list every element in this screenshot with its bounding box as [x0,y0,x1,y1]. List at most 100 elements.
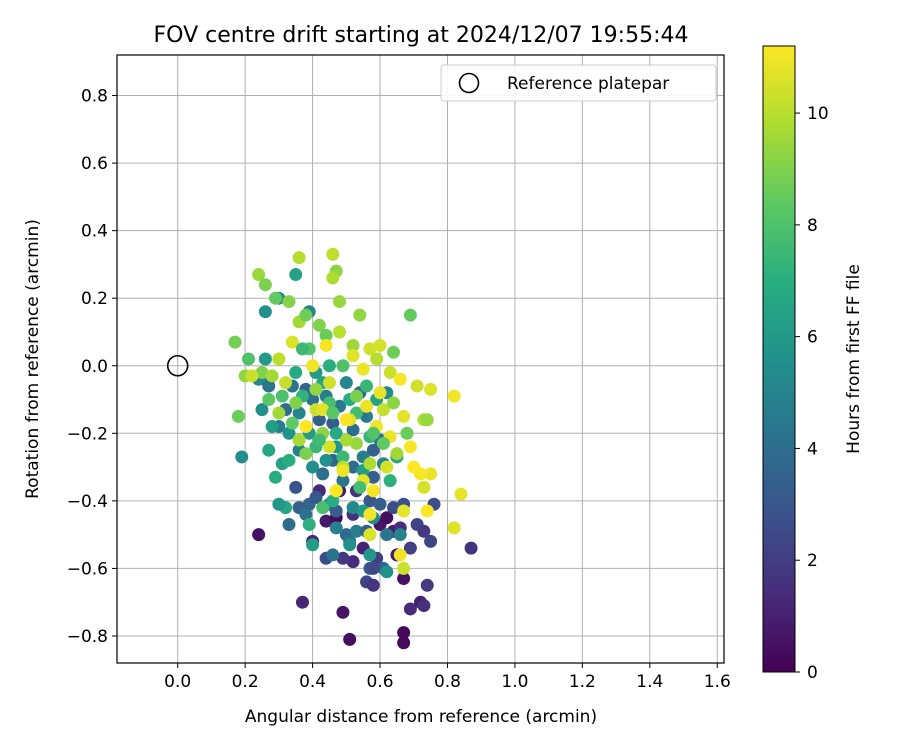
x-tick-label: 0.2 [232,672,259,692]
data-point [326,271,340,285]
data-point [299,447,313,461]
data-point [363,494,377,508]
data-point [319,328,333,342]
data-point [265,420,279,434]
data-point [363,528,377,542]
data-point [302,518,316,532]
data-point [322,440,336,454]
data-point [333,295,347,309]
y-tick-label: 0.8 [81,87,108,107]
data-point [349,524,363,538]
data-point [262,443,276,457]
data-point [373,386,387,400]
data-point [403,602,417,616]
data-point [329,504,343,518]
data-point [265,369,279,383]
data-point [292,406,306,420]
data-point [252,268,266,282]
data-point [279,376,293,390]
data-point [299,507,313,521]
data-point [316,467,330,481]
data-point [424,534,438,548]
data-point [306,393,320,407]
legend-reference-marker [458,72,480,94]
data-point [366,484,380,498]
data-point [329,484,343,498]
data-point [346,349,360,363]
data-point [366,578,380,592]
data-point [306,538,320,552]
data-point [329,521,343,535]
data-point [383,474,397,488]
data-point [242,352,256,366]
data-point [262,379,276,393]
data-point [306,460,320,474]
grid-lines [117,55,724,663]
data-point [400,426,414,440]
data-point [309,382,323,396]
data-point [312,413,326,427]
data-point [255,403,269,417]
data-point [346,555,360,569]
data-point [376,403,390,417]
colorbar: 0 2 4 6 8 10 Hours from first FF file [762,45,864,683]
data-point [360,399,374,413]
data-point [245,369,259,383]
data-point [424,382,438,396]
data-point [322,359,336,373]
data-point [363,548,377,562]
x-tick-label: 1.6 [704,672,731,692]
reference-marker-layer [166,354,189,377]
data-point [339,433,353,447]
data-point [346,501,360,515]
data-point [299,420,313,434]
y-tick-label: −0.6 [67,559,108,579]
data-point [339,376,353,390]
data-point [333,325,347,339]
x-tick-label: 0.8 [434,672,461,692]
data-point [258,305,272,319]
data-point [343,538,357,552]
colorbar-tick-label: 4 [807,439,818,459]
data-point [366,443,380,457]
data-point [387,501,401,515]
data-point [403,308,417,322]
y-tick-label: −0.2 [67,424,108,444]
data-point [306,359,320,373]
data-point [282,453,296,467]
data-point [380,460,394,474]
data-point [366,426,380,440]
data-point [420,413,434,427]
data-point [397,409,411,423]
data-point [326,416,340,430]
data-point [231,409,245,423]
data-point [373,338,387,352]
data-point [424,467,438,481]
data-point [316,501,330,515]
data-point [295,595,309,609]
data-point [376,436,390,450]
colorbar-tick-label: 8 [807,216,818,236]
y-tick-label: 0.0 [81,357,108,377]
data-point [228,335,242,349]
data-point [390,447,404,461]
plot-frame [116,54,725,664]
y-tick-label: 0.4 [81,222,108,242]
colorbar-ticks: 0 2 4 6 8 10 [795,104,829,683]
data-point [289,396,303,410]
data-point [447,389,461,403]
data-point [282,295,296,309]
data-point [312,318,326,332]
data-point [285,335,299,349]
legend: Reference platepar [440,64,717,102]
data-point [349,389,363,403]
data-point [292,251,306,265]
data-point [336,359,350,373]
x-tick-label: 0.0 [164,672,191,692]
data-point [289,268,303,282]
reference-platepar-marker [166,354,189,377]
data-point [319,514,333,528]
data-point [282,426,296,440]
data-point [397,636,411,650]
